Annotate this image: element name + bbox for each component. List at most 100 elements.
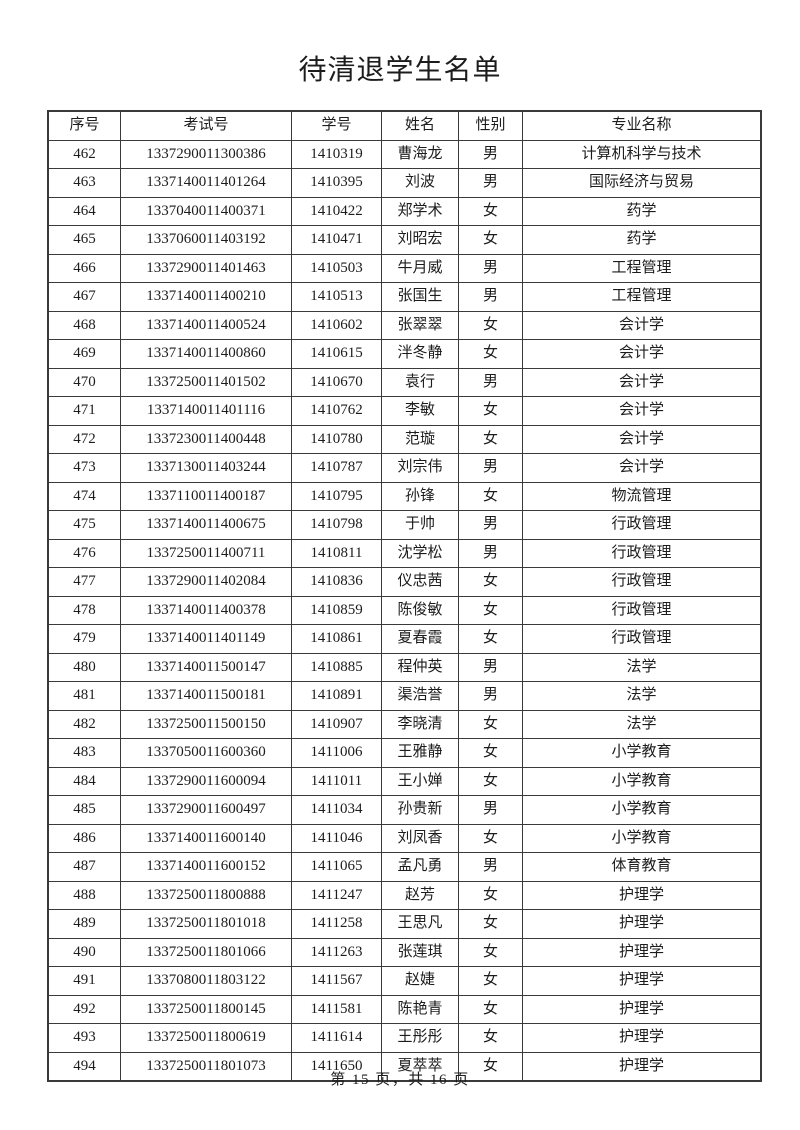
cell-gender: 女	[458, 709, 523, 739]
cell-exam-no: 1337250011800619	[120, 1023, 292, 1053]
header-major: 专业名称	[522, 110, 762, 141]
cell-serial: 486	[47, 823, 121, 853]
cell-name: 郑学术	[381, 196, 459, 226]
cell-student-no: 1410859	[291, 595, 382, 625]
cell-exam-no: 1337250011801018	[120, 909, 292, 939]
cell-serial: 470	[47, 367, 121, 397]
cell-name: 王彤彤	[381, 1023, 459, 1053]
cell-student-no: 1411263	[291, 937, 382, 967]
table-row: 468 1337140011400524 1410602 张翠翠女会计学	[47, 310, 762, 340]
cell-exam-no: 1337250011401502	[120, 367, 292, 397]
cell-major: 护理学	[522, 909, 762, 939]
cell-serial: 484	[47, 766, 121, 796]
cell-major: 法学	[522, 652, 762, 682]
cell-name: 牛月威	[381, 253, 459, 283]
cell-serial: 465	[47, 225, 121, 255]
cell-gender: 男	[458, 681, 523, 711]
header-serial: 序号	[47, 110, 121, 141]
cell-serial: 463	[47, 168, 121, 198]
cell-student-no: 1411567	[291, 966, 382, 996]
cell-gender: 男	[458, 253, 523, 283]
cell-exam-no: 1337040011400371	[120, 196, 292, 226]
table-row: 467 1337140011400210 1410513 张国生男工程管理	[47, 282, 762, 312]
cell-serial: 490	[47, 937, 121, 967]
cell-serial: 468	[47, 310, 121, 340]
cell-major: 护理学	[522, 1051, 762, 1082]
table-row: 485 1337290011600497 1411034 孙贵新男小学教育	[47, 795, 762, 825]
table-row: 473 1337130011403244 1410787 刘宗伟男会计学	[47, 453, 762, 483]
table-row: 476 1337250011400711 1410811 沈学松男行政管理	[47, 538, 762, 568]
cell-serial: 491	[47, 966, 121, 996]
cell-exam-no: 1337050011600360	[120, 738, 292, 768]
table-row: 490 1337250011801066 1411263 张莲琪女护理学	[47, 937, 762, 967]
cell-major: 会计学	[522, 453, 762, 483]
cell-exam-no: 1337140011600152	[120, 852, 292, 882]
cell-student-no: 1410602	[291, 310, 382, 340]
table-row: 479 1337140011401149 1410861 夏春霞女行政管理	[47, 624, 762, 654]
cell-gender: 男	[458, 453, 523, 483]
cell-student-no: 1411046	[291, 823, 382, 853]
cell-name: 孙贵新	[381, 795, 459, 825]
cell-serial: 464	[47, 196, 121, 226]
table-row: 487 1337140011600152 1411065 孟凡勇男体育教育	[47, 852, 762, 882]
cell-exam-no: 1337230011400448	[120, 424, 292, 454]
table-row: 480 1337140011500147 1410885 程仲英男法学	[47, 652, 762, 682]
table-row: 470 1337250011401502 1410670 袁行男会计学	[47, 367, 762, 397]
cell-serial: 472	[47, 424, 121, 454]
cell-exam-no: 1337080011803122	[120, 966, 292, 996]
cell-gender: 女	[458, 823, 523, 853]
cell-student-no: 1410513	[291, 282, 382, 312]
cell-student-no: 1410907	[291, 709, 382, 739]
cell-gender: 男	[458, 139, 523, 169]
cell-exam-no: 1337250011800145	[120, 994, 292, 1024]
cell-student-no: 1411247	[291, 880, 382, 910]
cell-major: 护理学	[522, 966, 762, 996]
cell-serial: 480	[47, 652, 121, 682]
cell-student-no: 1411034	[291, 795, 382, 825]
table-row: 484 1337290011600094 1411011 王小婵女小学教育	[47, 766, 762, 796]
cell-name: 陈俊敏	[381, 595, 459, 625]
cell-name: 程仲英	[381, 652, 459, 682]
table-row: 492 1337250011800145 1411581 陈艳青女护理学	[47, 994, 762, 1024]
cell-student-no: 1410762	[291, 396, 382, 426]
cell-exam-no: 1337140011400524	[120, 310, 292, 340]
cell-exam-no: 1337250011400711	[120, 538, 292, 568]
cell-exam-no: 1337140011500181	[120, 681, 292, 711]
cell-gender: 女	[458, 225, 523, 255]
page-title: 待清退学生名单	[298, 55, 502, 86]
cell-serial: 478	[47, 595, 121, 625]
cell-gender: 男	[458, 538, 523, 568]
table-row: 465 1337060011403192 1410471 刘昭宏女药学	[47, 225, 762, 255]
cell-name: 夏萃萃	[381, 1051, 459, 1082]
cell-serial: 494	[47, 1051, 121, 1082]
cell-major: 工程管理	[522, 282, 762, 312]
cell-name: 王小婵	[381, 766, 459, 796]
cell-serial: 482	[47, 709, 121, 739]
table-row: 478 1337140011400378 1410859 陈俊敏女行政管理	[47, 595, 762, 625]
table-row: 475 1337140011400675 1410798 于帅男行政管理	[47, 510, 762, 540]
cell-exam-no: 1337290011600094	[120, 766, 292, 796]
table-row: 483 1337050011600360 1411006 王雅静女小学教育	[47, 738, 762, 768]
cell-major: 行政管理	[522, 567, 762, 597]
cell-serial: 479	[47, 624, 121, 654]
table-row: 491 1337080011803122 1411567 赵婕女护理学	[47, 966, 762, 996]
cell-exam-no: 1337250011801066	[120, 937, 292, 967]
cell-exam-no: 1337290011401463	[120, 253, 292, 283]
cell-name: 刘凤香	[381, 823, 459, 853]
cell-student-no: 1410395	[291, 168, 382, 198]
cell-student-no: 1410891	[291, 681, 382, 711]
cell-student-no: 1410798	[291, 510, 382, 540]
cell-gender: 女	[458, 310, 523, 340]
cell-exam-no: 1337110011400187	[120, 481, 292, 511]
cell-major: 药学	[522, 225, 762, 255]
header-name: 姓名	[381, 110, 459, 141]
cell-major: 法学	[522, 709, 762, 739]
cell-name: 曹海龙	[381, 139, 459, 169]
header-gender: 性别	[458, 110, 523, 141]
cell-gender: 女	[458, 339, 523, 369]
cell-student-no: 1410811	[291, 538, 382, 568]
cell-major: 行政管理	[522, 510, 762, 540]
cell-name: 王雅静	[381, 738, 459, 768]
cell-gender: 女	[458, 1051, 523, 1082]
table-row: 488 1337250011800888 1411247 赵芳女护理学	[47, 880, 762, 910]
